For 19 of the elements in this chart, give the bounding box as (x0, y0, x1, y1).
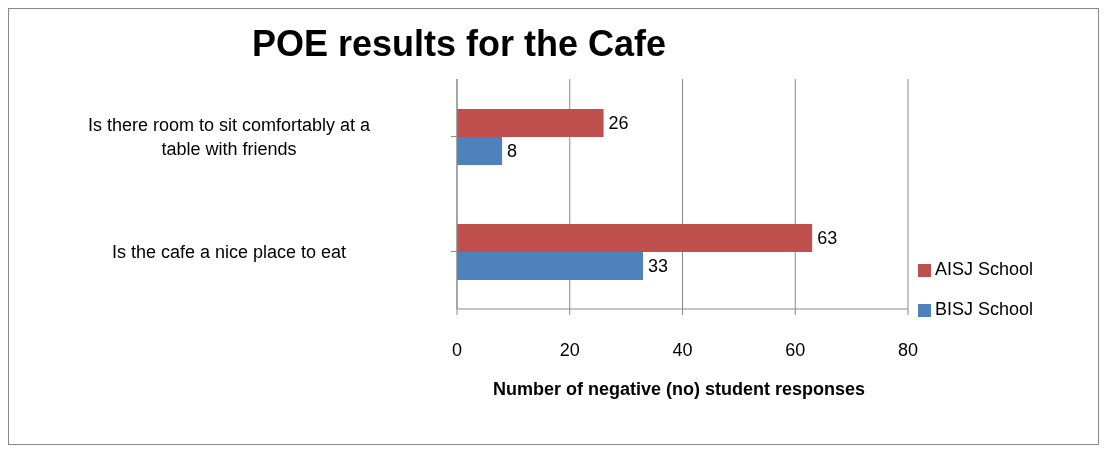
x-tick-label: 40 (672, 339, 693, 360)
data-label: 8 (507, 141, 518, 162)
x-tick-label: 60 (785, 339, 806, 360)
y-tick-label: Is the cafe a nice place to eat (111, 241, 347, 262)
legend-label: BISJ School (935, 299, 1034, 319)
y-tick-label: Is there room to sit comfortably at a table with friends (87, 114, 372, 159)
x-tick-label: 80 (897, 339, 919, 360)
data-label: 26 (608, 113, 629, 134)
data-label: 33 (648, 256, 669, 277)
bar (457, 108, 604, 137)
data-label: 63 (817, 228, 838, 249)
legend-label: AISJ School (935, 259, 1034, 279)
bar (457, 251, 644, 280)
bar (457, 136, 503, 165)
bar (457, 223, 813, 252)
x-tick-label: 0 (451, 339, 463, 360)
x-tick-label: 20 (559, 339, 580, 360)
x-axis-title: Number of negative (no) student responses (491, 379, 867, 400)
chart-title: POE results for the Cafe (250, 23, 668, 65)
